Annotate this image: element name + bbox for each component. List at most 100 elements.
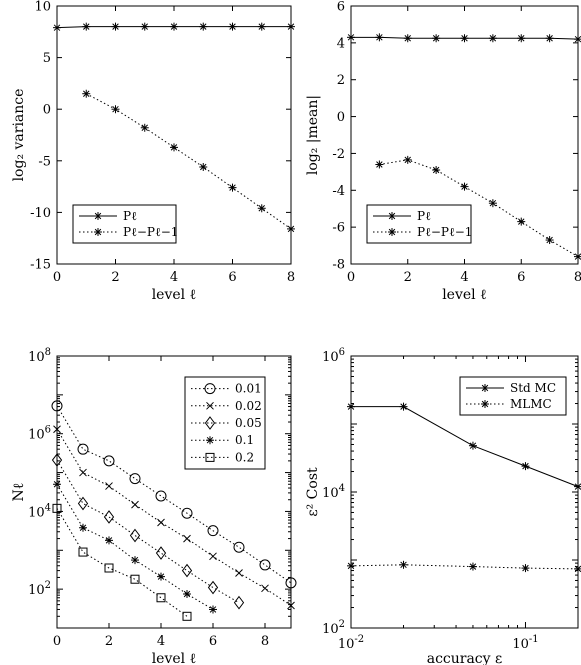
data-point	[79, 523, 87, 532]
series-2	[347, 560, 581, 573]
data-point	[257, 22, 266, 31]
x-tick-label: 0	[53, 270, 61, 285]
series-1	[347, 33, 581, 44]
legend-marker	[481, 384, 489, 392]
data-point	[51, 400, 63, 412]
x-tick-label: 0	[347, 270, 355, 285]
y-axis-label: Nℓ	[11, 482, 27, 501]
data-point	[399, 402, 408, 411]
data-point	[517, 217, 526, 226]
legend-box	[184, 376, 266, 470]
legend-marker	[388, 212, 396, 220]
data-point	[468, 441, 477, 450]
x-axis-label: level ℓ	[442, 287, 487, 303]
data-point	[77, 443, 89, 455]
data-point	[140, 22, 149, 31]
series-4	[53, 480, 217, 614]
data-point	[199, 162, 208, 171]
y-tick-label: -8	[332, 258, 345, 273]
data-point	[287, 601, 295, 610]
legend-box	[366, 204, 472, 244]
data-point	[111, 105, 120, 114]
data-point	[287, 224, 295, 233]
series-1	[51, 400, 297, 589]
legend-label: Pℓ	[417, 209, 431, 223]
y-tick-label: -6	[332, 221, 345, 236]
y-tick-label: -10	[30, 206, 51, 221]
legend-marker	[94, 228, 102, 236]
data-point	[432, 166, 441, 175]
data-point	[574, 252, 581, 261]
data-point	[375, 160, 384, 169]
series-line	[56, 459, 240, 604]
data-point	[468, 562, 477, 571]
series-1	[53, 22, 295, 32]
data-point	[104, 563, 114, 573]
data-point	[103, 455, 115, 467]
y-tick-label: 104	[28, 502, 51, 520]
legend-marker	[481, 400, 489, 408]
y-tick-label: 106	[28, 425, 51, 443]
data-point	[488, 34, 497, 43]
data-point	[261, 584, 269, 593]
legend-box	[72, 204, 177, 244]
legend-marker	[204, 383, 216, 395]
series-2	[375, 155, 581, 261]
data-point	[287, 22, 295, 31]
data-point	[181, 507, 193, 519]
data-point	[228, 22, 237, 31]
data-point	[399, 560, 408, 569]
data-point	[235, 569, 243, 577]
y-tick-label: 102	[322, 619, 345, 637]
series-3	[51, 453, 245, 610]
y-tick-label: 106	[322, 347, 345, 365]
x-tick-label: 6	[209, 634, 217, 649]
legend-label: MLMC	[510, 397, 552, 411]
y-tick-label: 108	[28, 347, 51, 365]
x-tick-label: 6	[517, 270, 525, 285]
series-1	[347, 402, 581, 491]
data-point	[157, 518, 165, 527]
data-point	[574, 564, 581, 573]
x-tick-label: 10-2	[338, 634, 364, 652]
data-point	[51, 453, 63, 467]
data-point	[199, 22, 208, 31]
data-point	[53, 425, 61, 434]
x-tick-label: 2	[111, 270, 119, 285]
data-point	[228, 183, 237, 192]
data-point	[78, 547, 88, 557]
legend: 0.01 0.02 0.05 0.1 0.2	[184, 376, 266, 470]
legend: Pℓ Pℓ−Pℓ−1	[72, 204, 178, 244]
data-point	[52, 503, 62, 513]
legend-label: Std MC	[510, 381, 556, 395]
data-point	[517, 34, 526, 43]
x-tick-label: 10-1	[512, 634, 538, 652]
series-line	[379, 159, 579, 258]
series-5	[52, 503, 192, 621]
legend-marker	[205, 452, 215, 462]
legend-label: Pℓ−Pℓ−1	[417, 225, 472, 239]
series-line	[56, 429, 292, 606]
series-2	[82, 89, 295, 233]
data-point	[375, 33, 384, 42]
y-tick-label: -15	[30, 258, 51, 273]
data-point	[347, 402, 355, 411]
data-point	[403, 34, 412, 43]
data-point	[545, 236, 554, 245]
data-point	[257, 204, 266, 213]
plot-frame	[56, 355, 292, 629]
x-tick-label: 4	[157, 634, 165, 649]
x-tick-label: 8	[287, 270, 295, 285]
legend-label: 0.01	[235, 382, 262, 396]
y-tick-label: 10	[34, 0, 51, 15]
series-line	[350, 564, 579, 570]
data-point	[157, 572, 165, 581]
data-point	[488, 199, 497, 208]
data-point	[103, 510, 115, 524]
data-point	[460, 34, 469, 43]
data-point	[209, 605, 217, 614]
x-tick-label: 2	[105, 634, 113, 649]
